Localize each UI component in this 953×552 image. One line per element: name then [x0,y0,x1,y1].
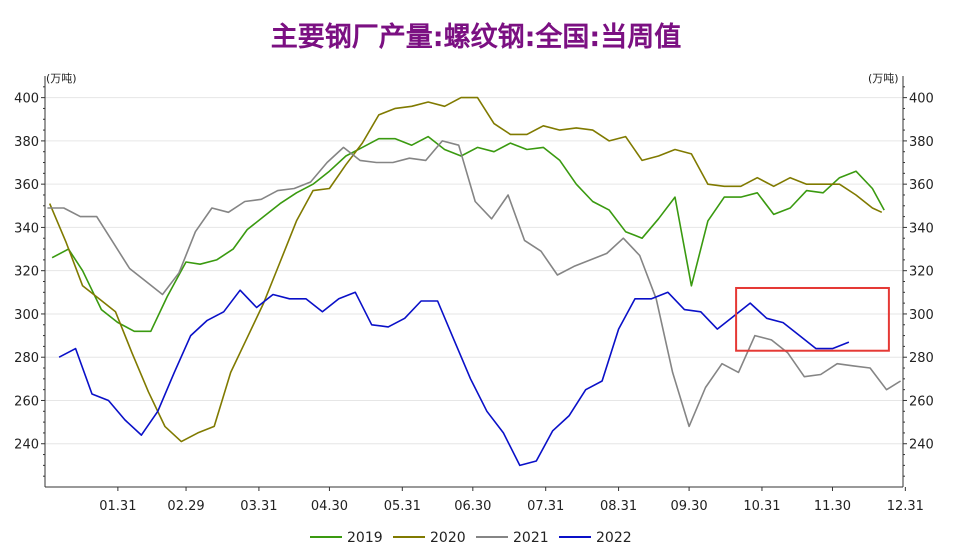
y-tick-label-right: 320 [909,265,934,280]
x-tick-label: 07.31 [527,499,564,514]
y-tick-label-left: 360 [14,178,39,193]
series-line-2022 [58,289,850,467]
y-tick-label-right: 340 [909,221,934,236]
y-tick-label-right: 300 [909,308,934,323]
highlight-box [735,286,890,352]
x-tick-label: 09.30 [670,499,707,514]
y-tick-label-right: 360 [909,178,934,193]
y-tick-label-left: 340 [14,221,39,236]
series-line-2021 [47,140,902,428]
series-line-2020 [48,96,883,443]
series-line-2019 [51,135,885,333]
x-tick-label: 03.31 [240,499,277,514]
x-tick-label: 12.31 [887,499,924,514]
axes: 240 240 260 260 280 280 300 300 320 320 340 340 360 3… [14,76,934,514]
y-tick-label-left: 320 [14,265,39,280]
y-tick-label-left: 280 [14,351,39,366]
y-tick-label-left: 400 [14,92,39,107]
y-unit-left: (万吨) [46,72,77,85]
legend-label-2020: 2020 [430,530,466,546]
legend-label-2022: 2022 [596,530,632,546]
y-tick-label-left: 240 [14,438,39,453]
y-tick-label-right: 380 [909,135,934,150]
y-tick-label-right: 260 [909,394,934,409]
chart-title: 主要钢厂产量:螺纹钢:全国:当周值 [271,21,681,53]
y-unit-right: (万吨) [868,72,899,85]
x-tick-label: 11.30 [814,499,851,514]
x-tick-label: 05.31 [384,499,421,514]
x-tick-label: 06.30 [454,499,491,514]
y-tick-label-right: 400 [909,92,934,107]
y-tick-label-left: 380 [14,135,39,150]
x-tick-label: 10.31 [743,499,780,514]
legend-label-2021: 2021 [513,530,549,546]
y-tick-label-right: 280 [909,351,934,366]
y-tick-label-right: 240 [909,438,934,453]
series-lines [47,96,902,467]
x-tick-label: 08.31 [600,499,637,514]
legend-label-2019: 2019 [347,530,383,546]
legend: 2019 2020 2021 2022 [310,530,632,546]
x-tick-label: 02.29 [167,499,204,514]
y-tick-label-left: 260 [14,394,39,409]
y-tick-label-left: 300 [14,308,39,323]
x-tick-label: 04.30 [311,499,348,514]
x-tick-label: 01.31 [99,499,136,514]
